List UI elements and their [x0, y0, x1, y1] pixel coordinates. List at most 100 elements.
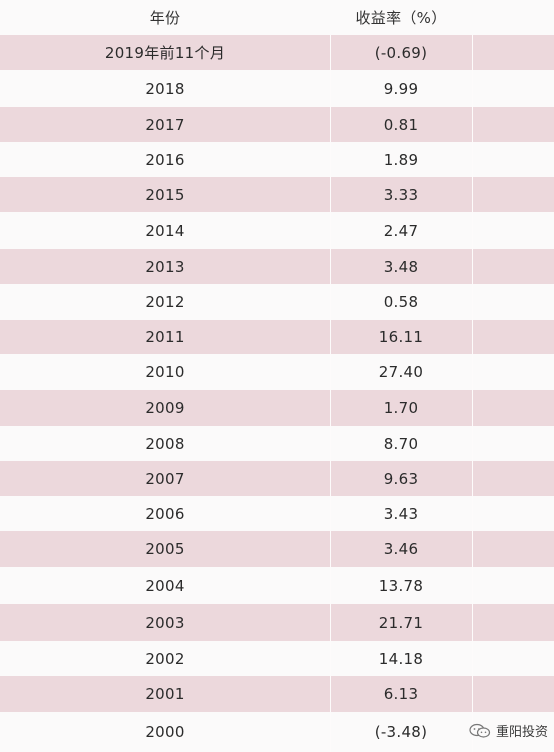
- return-cell: 8.70: [383, 434, 419, 453]
- column-divider: [330, 567, 331, 604]
- table-row: 2002 14.18: [0, 641, 554, 676]
- table-row: 2013 3.48: [0, 249, 554, 284]
- column-divider: [472, 676, 473, 712]
- return-cell: 13.78: [378, 576, 424, 595]
- return-cell: 6.13: [383, 685, 419, 703]
- table-row: 2015 3.33: [0, 177, 554, 212]
- year-cell: 2003: [145, 613, 185, 632]
- column-divider: [472, 284, 473, 320]
- blank-cell: [472, 354, 554, 390]
- column-divider: [330, 604, 331, 641]
- year-cell: 2011: [145, 328, 185, 346]
- blank-cell: [472, 426, 554, 461]
- blank-cell: [472, 284, 554, 320]
- wechat-icon: [469, 723, 491, 738]
- column-divider: [330, 641, 331, 676]
- year-cell: 2017: [145, 115, 185, 134]
- table-row: 2011 16.11: [0, 320, 554, 354]
- return-cell: 3.48: [383, 257, 419, 276]
- column-divider: [330, 70, 331, 107]
- return-cell: (-0.69): [374, 43, 428, 62]
- column-divider: [472, 712, 473, 752]
- year-cell: 2006: [145, 504, 185, 523]
- column-divider: [472, 249, 473, 284]
- column-divider: [472, 70, 473, 107]
- return-cell: (-3.48): [374, 723, 428, 741]
- return-cell: 1.89: [383, 150, 419, 169]
- return-cell: 3.43: [383, 504, 419, 523]
- blank-cell: [472, 531, 554, 567]
- return-cell: 3.46: [383, 540, 419, 558]
- header-blank: [472, 0, 554, 35]
- return-cell: 1.70: [383, 399, 419, 417]
- blank-cell: [472, 249, 554, 284]
- year-cell: 2007: [145, 469, 185, 488]
- table-body: 2019年前11个月 (-0.69) 2018 9.99 2017 0.81 2016 1.8…: [0, 35, 554, 752]
- table-row: 2012 0.58: [0, 284, 554, 320]
- header-year: 年份: [149, 9, 181, 27]
- table-row: 2010 27.40: [0, 354, 554, 390]
- watermark: 重阳投资: [469, 721, 548, 740]
- table-row: 2004 13.78: [0, 567, 554, 604]
- return-cell: 2.47: [383, 221, 419, 240]
- year-cell: 2008: [145, 434, 185, 453]
- year-cell: 2005: [145, 540, 185, 558]
- column-divider: [330, 107, 331, 142]
- table-row: 2017 0.81: [0, 107, 554, 142]
- table-row: 2000 (-3.48): [0, 712, 554, 752]
- column-divider: [330, 676, 331, 712]
- column-divider: [472, 320, 473, 354]
- blank-cell: [472, 107, 554, 142]
- column-divider: [472, 35, 473, 70]
- blank-cell: [472, 604, 554, 641]
- return-cell: 16.11: [378, 328, 424, 346]
- column-divider: [330, 712, 331, 752]
- column-divider: [330, 320, 331, 354]
- year-cell: 2018: [145, 79, 185, 98]
- table-row: 2019年前11个月 (-0.69): [0, 35, 554, 70]
- return-cell: 0.81: [383, 115, 419, 134]
- column-divider: [472, 496, 473, 531]
- column-divider: [472, 426, 473, 461]
- blank-cell: [472, 177, 554, 212]
- table-row: 2007 9.63: [0, 461, 554, 496]
- column-divider: [330, 461, 331, 496]
- column-divider: [330, 212, 331, 249]
- table-row: 2018 9.99: [0, 70, 554, 107]
- column-divider: [472, 531, 473, 567]
- column-divider: [472, 567, 473, 604]
- return-cell: 21.71: [378, 613, 424, 632]
- column-divider: [472, 212, 473, 249]
- column-divider: [330, 142, 331, 177]
- year-cell: 2009: [145, 399, 185, 417]
- column-divider: [330, 531, 331, 567]
- column-divider: [330, 35, 331, 70]
- table-row: 2003 21.71: [0, 604, 554, 641]
- column-divider: [330, 390, 331, 426]
- column-divider: [472, 461, 473, 496]
- column-divider: [330, 177, 331, 212]
- column-divider: [330, 354, 331, 390]
- column-divider: [330, 249, 331, 284]
- year-cell: 2002: [145, 649, 185, 668]
- return-cell: 0.58: [383, 293, 419, 311]
- column-divider: [330, 284, 331, 320]
- table-row: 2001 6.13: [0, 676, 554, 712]
- table-row: 2008 8.70: [0, 426, 554, 461]
- table-row: 2009 1.70: [0, 390, 554, 426]
- table-row: 2016 1.89: [0, 142, 554, 177]
- blank-cell: [472, 212, 554, 249]
- header-return: 收益率（%）: [355, 9, 447, 27]
- blank-cell: [472, 70, 554, 107]
- blank-cell: [472, 320, 554, 354]
- blank-cell: [472, 567, 554, 604]
- column-divider: [472, 177, 473, 212]
- year-cell: 2000: [145, 723, 185, 741]
- column-divider: [472, 142, 473, 177]
- blank-cell: [472, 390, 554, 426]
- table-row: 2014 2.47: [0, 212, 554, 249]
- year-cell: 2010: [145, 363, 185, 381]
- blank-cell: [472, 142, 554, 177]
- year-cell: 2001: [145, 685, 185, 703]
